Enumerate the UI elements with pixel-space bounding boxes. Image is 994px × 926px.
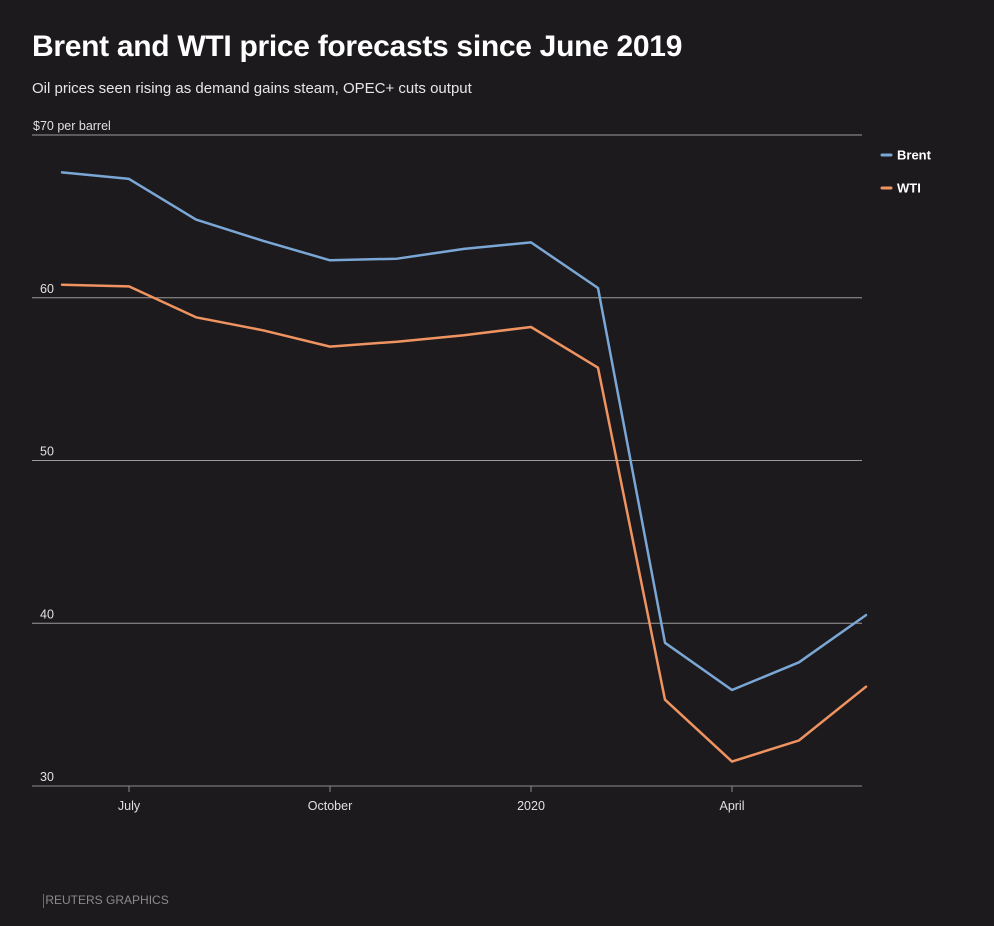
x-tick-label-april: April	[719, 799, 744, 813]
chart-subtitle: Oil prices seen rising as demand gains s…	[32, 80, 472, 97]
y-tick-label-30: 30	[40, 770, 54, 784]
legend: Brent WTI	[880, 148, 932, 196]
x-tick-label-july: July	[118, 799, 141, 813]
y-tick-label-50: 50	[40, 445, 54, 459]
y-tick-label-70: $70 per barrel	[33, 119, 111, 133]
x-tick-label-2020: 2020	[517, 799, 545, 813]
source-divider	[43, 894, 44, 908]
x-axis-labels: July October 2020 April	[118, 786, 745, 813]
legend-label-wti: WTI	[897, 181, 921, 196]
series-lines	[60, 171, 868, 763]
y-tick-label-60: 60	[40, 282, 54, 296]
series-line-wti	[60, 283, 868, 763]
legend-label-brent: Brent	[897, 148, 932, 163]
series-line-brent	[60, 171, 868, 692]
x-tick-label-october: October	[308, 799, 352, 813]
chart-title: Brent and WTI price forecasts since June…	[32, 30, 683, 63]
y-axis-labels: 30 40 50 60 $70 per barrel	[33, 119, 111, 784]
y-tick-label-40: 40	[40, 607, 54, 621]
gridlines	[32, 134, 862, 787]
source-credit: REUTERS GRAPHICS	[45, 893, 169, 907]
